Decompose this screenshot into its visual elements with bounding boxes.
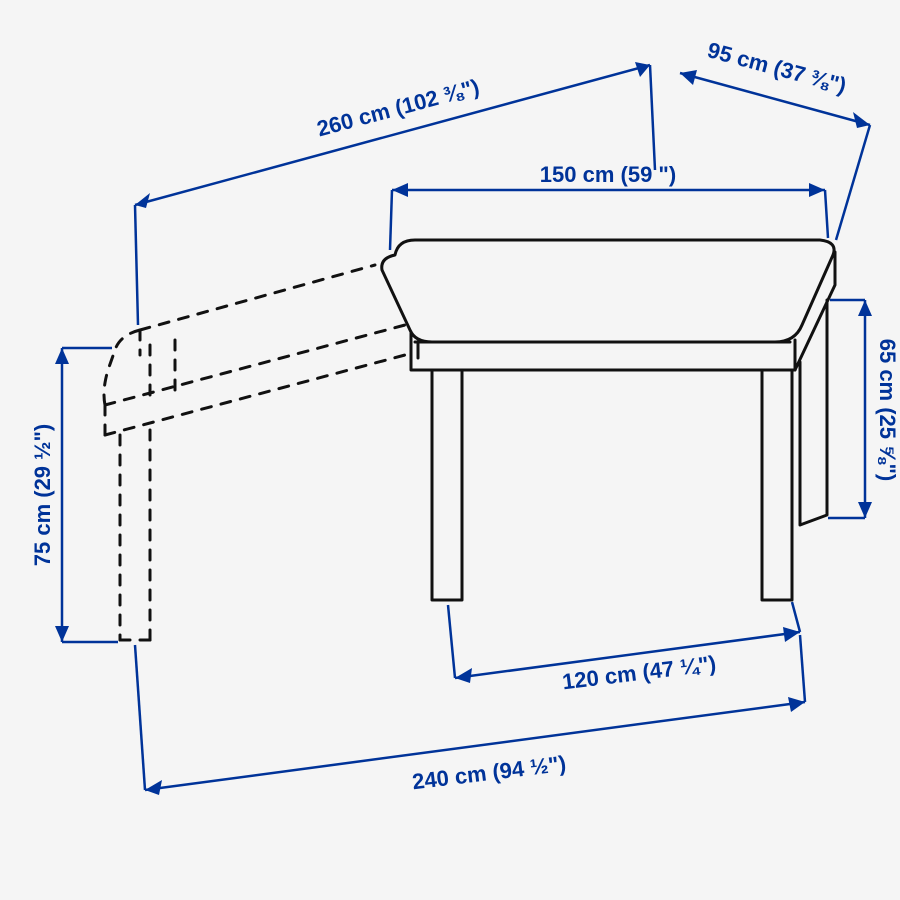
label-extended-length: 260 cm (102 ⅜") [314, 74, 482, 141]
label-extended-leg-span: 240 cm (94 ½") [411, 751, 568, 795]
label-top-length: 150 cm (59 ") [540, 162, 676, 187]
label-leg-span: 120 cm (47 ¼") [561, 651, 718, 695]
label-depth: 95 cm (37 ⅜") [705, 37, 849, 98]
label-height-under: 65 cm (25 ⅝") [875, 339, 900, 482]
table-solid [382, 240, 835, 600]
label-height-total: 75 cm (29 ½") [30, 424, 55, 567]
table-extension-ghost [104, 265, 405, 640]
dimension-diagram: 260 cm (102 ⅜") 95 cm (37 ⅜") 150 cm (59… [0, 0, 900, 900]
